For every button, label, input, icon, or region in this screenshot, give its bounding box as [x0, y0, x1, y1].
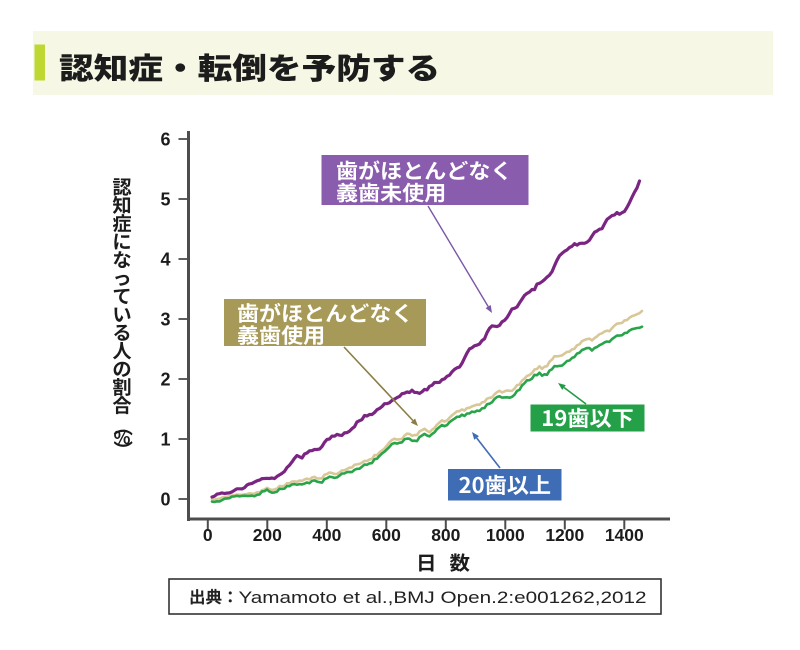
- svg-text:1: 1: [160, 430, 170, 450]
- svg-text:1200: 1200: [545, 525, 584, 545]
- svg-text:0: 0: [203, 525, 213, 545]
- svg-text:0: 0: [160, 490, 170, 510]
- svg-text:4: 4: [160, 250, 170, 270]
- svg-text:2: 2: [160, 370, 170, 390]
- svg-text:800: 800: [431, 525, 460, 545]
- svg-text:600: 600: [372, 525, 401, 545]
- svg-text:Yamamoto et al.,BMJ Open.2:e00: Yamamoto et al.,BMJ Open.2:e001262,2012: [239, 589, 647, 607]
- svg-text:200: 200: [253, 525, 282, 545]
- svg-text:1400: 1400: [605, 525, 644, 545]
- svg-text:400: 400: [312, 525, 341, 545]
- svg-text:6: 6: [160, 130, 170, 150]
- svg-text:1000: 1000: [486, 525, 525, 545]
- svg-text:3: 3: [160, 310, 170, 330]
- svg-text:5: 5: [160, 190, 170, 210]
